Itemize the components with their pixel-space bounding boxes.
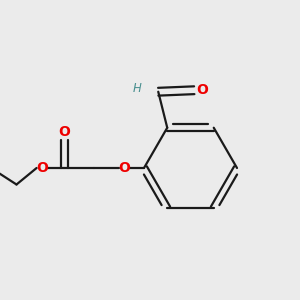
Text: O: O bbox=[58, 125, 70, 139]
Text: O: O bbox=[118, 161, 130, 175]
Text: O: O bbox=[36, 161, 48, 175]
Text: H: H bbox=[133, 82, 142, 95]
Text: O: O bbox=[196, 83, 208, 97]
